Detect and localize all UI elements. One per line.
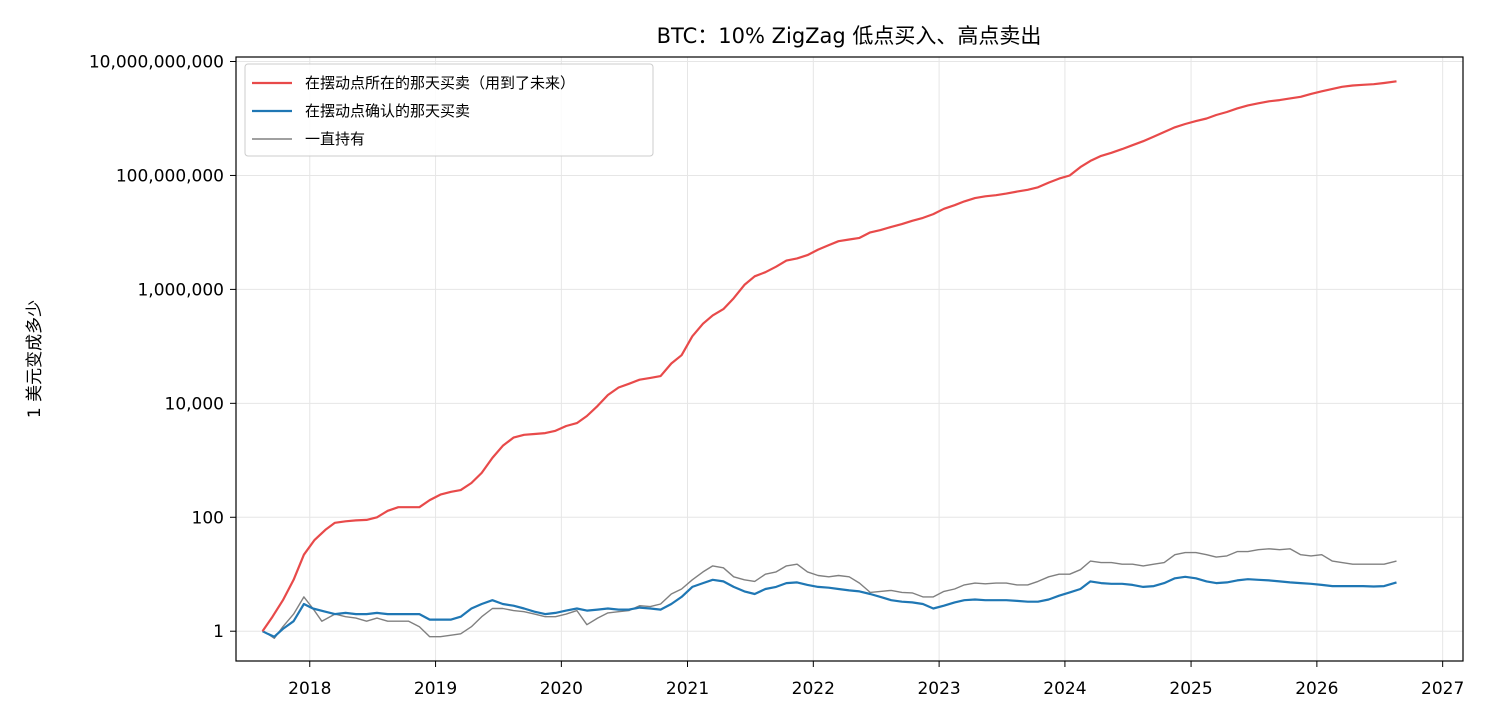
x-tick-label: 2024 [1043, 679, 1086, 699]
x-tick-label: 2023 [917, 679, 960, 699]
x-tick-label: 2020 [540, 679, 583, 699]
x-axis: 2018 2019 2020 2021 2022 2023 2024 2025 2026 2027 [288, 661, 1464, 699]
series-layer [261, 80, 1397, 639]
grid [236, 57, 1463, 661]
series-line-0 [261, 80, 1397, 632]
x-tick-label: 2021 [666, 679, 709, 699]
x-tick-label: 2018 [288, 679, 331, 699]
chart-title: BTC：10% ZigZag 低点买入、高点卖出 [657, 24, 1042, 48]
x-tick-label: 2026 [1295, 679, 1338, 699]
y-tick-label: 10,000,000,000 [89, 53, 224, 73]
series-line-2 [262, 548, 1397, 639]
y-axis: 1 100 10,000 1,000,000 100,000,000 10,000,000… [89, 53, 236, 642]
y-tick-label: 1,000,000 [137, 280, 224, 300]
y-tick-label: 100 [192, 508, 224, 528]
x-tick-label: 2022 [792, 679, 835, 699]
x-tick-label: 2027 [1421, 679, 1464, 699]
legend-label-0: 在摆动点所在的那天买卖（用到了未来） [305, 74, 575, 92]
legend-label-1: 在摆动点确认的那天买卖 [305, 102, 470, 120]
x-tick-label: 2025 [1169, 679, 1212, 699]
legend-label-2: 一直持有 [305, 130, 365, 148]
y-tick-label: 10,000 [165, 394, 224, 414]
legend-box [244, 63, 654, 157]
y-tick-label: 1 [213, 622, 224, 642]
series-line-1 [262, 575, 1397, 638]
y-tick-label: 100,000,000 [116, 166, 224, 186]
x-tick-label: 2019 [414, 679, 457, 699]
y-axis-label: 1 美元变成多少 [25, 300, 45, 418]
plot-frame [235, 56, 1464, 662]
